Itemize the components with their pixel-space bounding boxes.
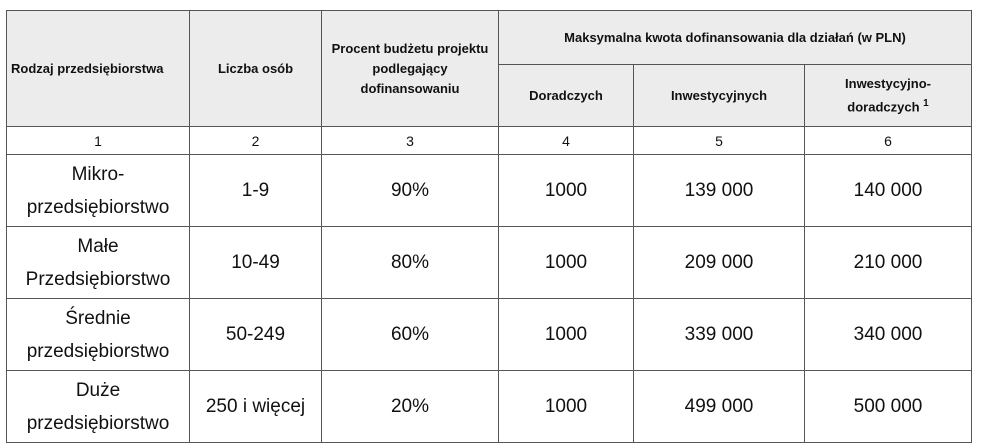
funding-table: Rodzaj przedsiębiorstwa Liczba osób Proc… <box>6 10 973 443</box>
cell-procent: 20% <box>321 370 499 443</box>
cell-procent: 60% <box>321 298 499 371</box>
table-row: Duże przedsiębiorstwo 250 i więcej 20% 1… <box>6 370 973 443</box>
header-procent: Procent budżetu projektu podlegający dof… <box>321 10 499 127</box>
table-row: Małe Przedsiębiorstwo 10-49 80% 1000 209… <box>6 226 973 299</box>
cell-doradczych: 1000 <box>498 370 634 443</box>
header-inwestycyjno-doradczych: Inwestycyjno-doradczych 1 <box>803 64 973 127</box>
cell-liczba: 250 i więcej <box>189 370 322 443</box>
header-liczba: Liczba osób <box>189 10 322 127</box>
column-number: 5 <box>633 126 805 155</box>
cell-inwestycyjnych: 499 000 <box>633 370 805 443</box>
column-number: 6 <box>803 126 973 155</box>
cell-liczba: 50-249 <box>189 298 322 371</box>
cell-rodzaj: Mikro-przedsiębiorstwo <box>6 154 190 227</box>
column-number: 4 <box>498 126 634 155</box>
cell-inwestycyjnych: 139 000 <box>633 154 805 227</box>
cell-doradczych: 1000 <box>498 226 634 299</box>
cell-liczba: 10-49 <box>189 226 322 299</box>
header-max-kwota: Maksymalna kwota dofinansowania dla dzia… <box>497 10 973 65</box>
header-doradczych: Doradczych <box>498 64 634 127</box>
cell-inwestycyjnych: 339 000 <box>633 298 805 371</box>
column-number: 2 <box>189 126 322 155</box>
column-number: 3 <box>321 126 499 155</box>
table-row: Średnie przedsiębiorstwo 50-249 60% 1000… <box>6 298 973 371</box>
cell-rodzaj: Duże przedsiębiorstwo <box>6 370 190 443</box>
table-row: Mikro-przedsiębiorstwo 1-9 90% 1000 139 … <box>6 154 973 227</box>
column-number-row: 1 2 3 4 5 6 <box>6 126 973 155</box>
cell-procent: 90% <box>321 154 499 227</box>
cell-inwestycyjnych: 209 000 <box>633 226 805 299</box>
cell-doradczych: 1000 <box>498 154 634 227</box>
cell-doradczych: 1000 <box>498 298 634 371</box>
cell-inwestycyjno-doradczych: 340 000 <box>803 298 973 371</box>
column-number: 1 <box>6 126 190 155</box>
header-inwestycyjnych: Inwestycyjnych <box>633 64 805 127</box>
header-rodzaj: Rodzaj przedsiębiorstwa <box>6 10 190 127</box>
cell-rodzaj: Średnie przedsiębiorstwo <box>6 298 190 371</box>
cell-inwestycyjno-doradczych: 210 000 <box>803 226 973 299</box>
cell-liczba: 1-9 <box>189 154 322 227</box>
footnote-mark: 1 <box>923 97 929 109</box>
header-inwestycyjno-doradczych-label: Inwestycyjno-doradczych <box>845 75 931 115</box>
cell-inwestycyjno-doradczych: 500 000 <box>803 370 973 443</box>
cell-inwestycyjno-doradczych: 140 000 <box>803 154 973 227</box>
cell-rodzaj: Małe Przedsiębiorstwo <box>6 226 190 299</box>
cell-procent: 80% <box>321 226 499 299</box>
